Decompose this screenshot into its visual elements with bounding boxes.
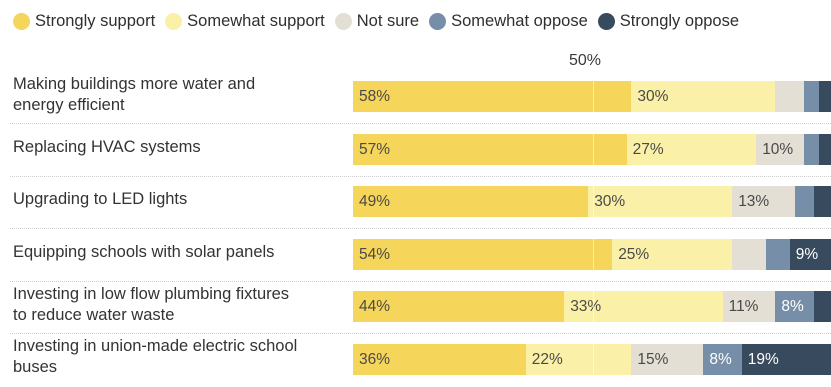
bar-segment [353,186,589,217]
data-label: 15% [637,350,669,368]
row-divider [10,123,831,124]
legend-item: Not sure [334,11,420,31]
bar-segment [794,186,814,217]
legend-swatch [165,12,183,30]
bar-segment [722,291,776,322]
bar-segment [813,186,831,217]
data-label: 9% [795,245,819,263]
category-label: Making buildings more water and energy ef… [13,74,343,116]
data-label: 33% [570,298,602,315]
bar-row: 58% 30% [353,81,831,112]
bar-segment [775,291,814,322]
legend-label: Not sure [356,11,420,30]
legend-item: Somewhat oppose [429,12,588,31]
data-label: 11% [728,298,759,315]
legend-swatch [13,12,30,30]
bar-segment [818,81,831,112]
chart-legend: Strongly support Somewhat support Not sure… [13,9,749,33]
bar-segment [775,81,805,112]
category-label: Replacing HVAC systems [13,137,343,158]
legend-swatch [597,12,615,30]
bar-segment [804,133,819,165]
bar-segment [525,343,632,375]
data-label: 57% [359,140,391,158]
category-label-line: energy efficient [13,95,125,114]
data-label: 27% [632,140,664,158]
data-label: 25% [618,245,650,263]
category-label: Equipping schools with solar panels [13,242,343,263]
category-label-line: Investing in union-made electric school [13,337,298,355]
bar-segment [756,133,805,165]
legend-swatch [334,12,352,30]
legend-label: Strongly oppose [619,11,740,30]
data-label: 22% [531,350,563,368]
category-label-line: Upgrading to LED lights [13,190,188,208]
legend-item: Strongly oppose [597,11,740,31]
data-label: 13% [738,193,770,210]
bar-segment [703,343,742,375]
bar-segment [813,291,831,322]
bar-segment [353,81,632,112]
midpoint-label: 50% [568,52,602,69]
legend-swatch [429,12,447,30]
midpoint-line [593,75,594,387]
legend-item: Somewhat support [165,12,325,31]
bar-segment [741,343,831,375]
bar-row: 54% 25% 9% [353,238,831,270]
bar-segment [818,133,831,165]
bar-segment [732,238,766,270]
legend-item: Strongly support [13,12,155,31]
category-label-line: to reduce water waste [13,305,175,324]
row-divider [10,228,831,229]
category-label-line: Equipping schools with solar panels [13,242,275,261]
data-label: 54% [359,245,391,263]
bar-segment [353,343,526,375]
bar-row: 36% 22% 15% 8% 19% [353,343,831,375]
row-divider [10,280,831,282]
data-label: 49% [359,193,391,210]
bar-row: 44% 33% 11% 8% [353,291,831,322]
bar-segment [732,186,795,217]
row-divider [10,175,831,177]
bar-row: 57% 27% 10% [353,133,831,165]
bar-segment [626,133,757,165]
category-label: Investing in low flow plumbing fixtures t… [13,284,343,326]
bar-segment [631,81,776,112]
bar-segment [631,343,704,375]
data-label: 30% [637,88,669,105]
legend-label: Somewhat oppose [451,11,588,30]
data-label: 36% [359,350,391,368]
category-label-line: Replacing HVAC systems [13,137,201,156]
legend-label: Strongly support [35,11,156,30]
category-label: Investing in union-made electric school b… [13,336,343,378]
data-label: 8% [781,298,804,315]
bar-segment [353,291,565,322]
legend-label: Somewhat support [187,11,325,30]
row-divider [10,333,831,334]
data-label: 19% [747,350,779,368]
bar-segment [588,186,733,217]
bar-segment [804,81,819,112]
category-label-line: Investing in low flow plumbing fixtures [13,284,290,303]
data-label: 44% [359,298,391,315]
data-label: 10% [762,140,794,158]
bar-segment [353,238,613,270]
bar-segment [564,291,723,322]
bar-row: 49% 30% 13% [353,186,831,217]
bar-segment [765,238,790,270]
data-label: 58% [359,88,391,105]
bar-segment [789,238,831,270]
bar-segment [353,133,627,165]
category-label: Upgrading to LED lights [13,189,343,210]
category-label-line: Making buildings more water and [13,74,256,93]
category-label-line: buses [13,358,58,376]
data-label: 30% [594,193,626,210]
data-label: 8% [709,350,732,368]
bar-segment [612,238,733,270]
